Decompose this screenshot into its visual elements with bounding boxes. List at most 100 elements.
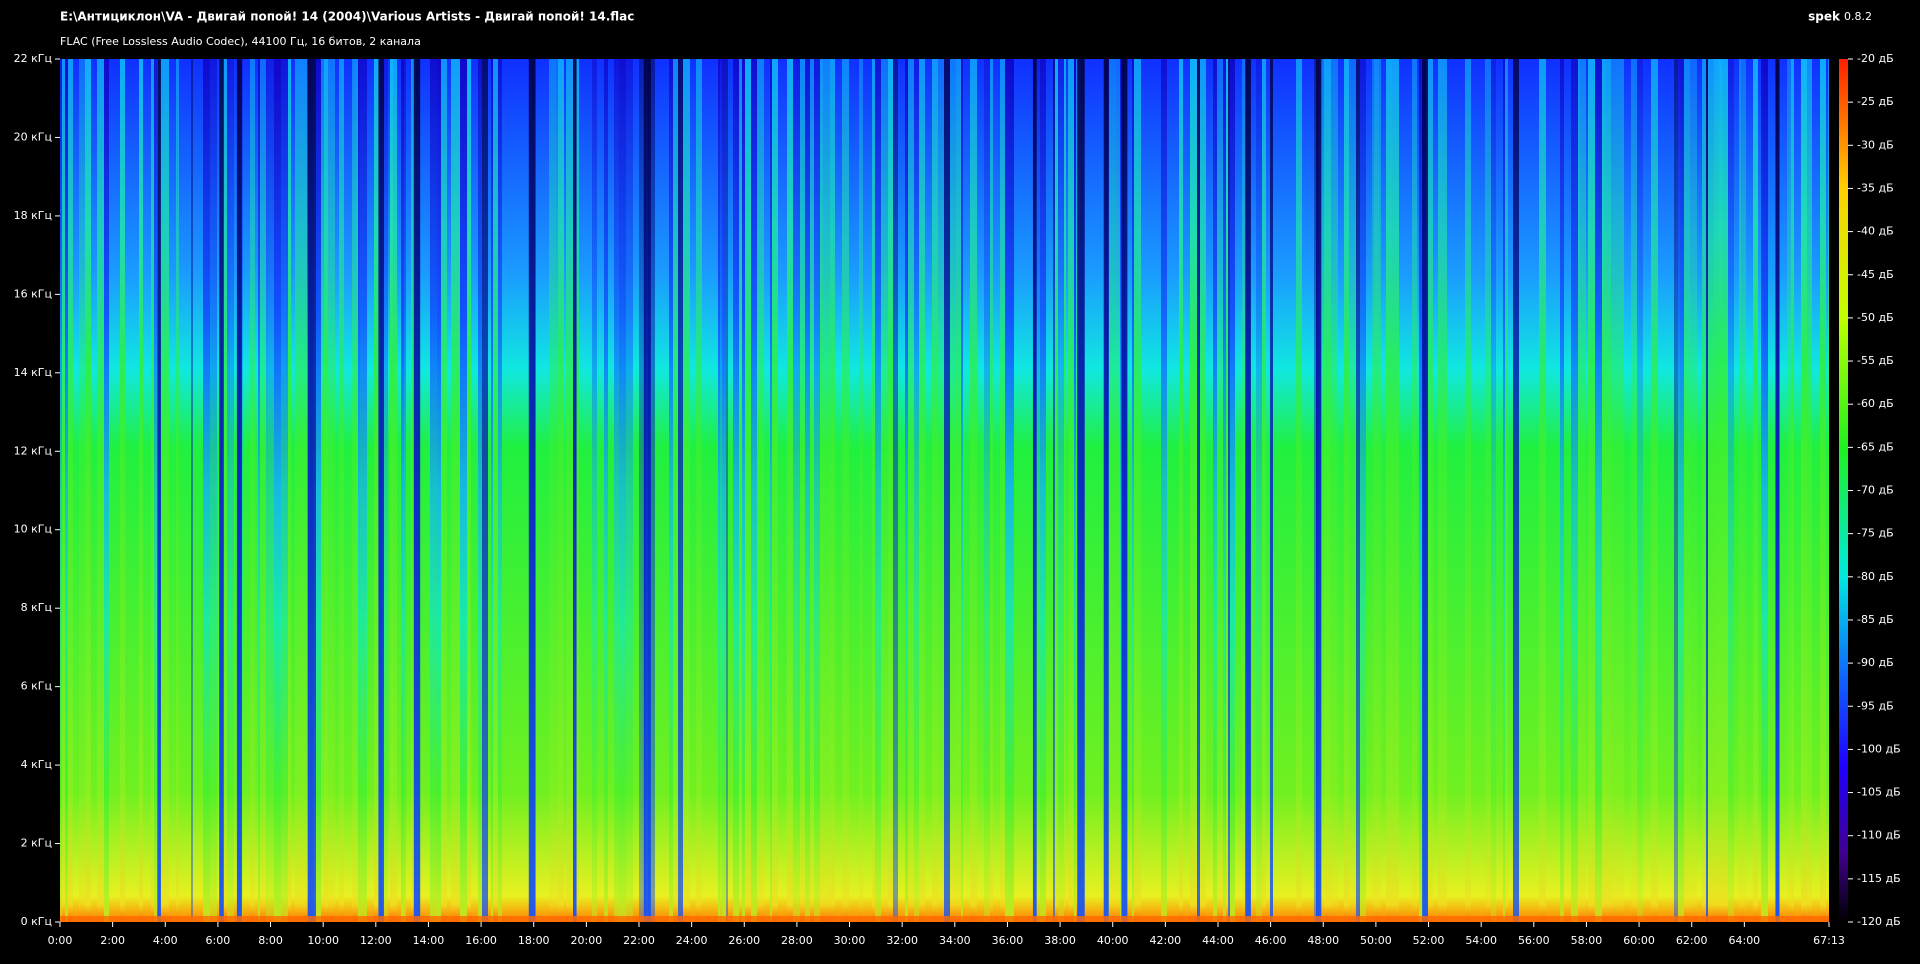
spectrogram-stripe [707, 59, 709, 922]
spectrogram-stripe [1503, 59, 1505, 922]
spectrogram-stripe [491, 59, 493, 922]
spectrogram-stripe [1521, 59, 1526, 922]
file-info: FLAC (Free Lossless Audio Codec), 44100 … [60, 35, 421, 48]
spectrogram-stripe [961, 59, 963, 922]
spectrogram-stripe [125, 59, 127, 922]
level-label: -115 дБ [1857, 872, 1901, 885]
spectrogram-stripe [383, 59, 388, 922]
spectrogram-stripe [728, 59, 733, 922]
frequency-label: 18 кГц [14, 209, 52, 222]
spectrogram-stripe [542, 59, 549, 922]
spectrogram-stripe [1455, 59, 1462, 922]
spectrogram-stripe [62, 59, 65, 922]
spectrogram-stripe [1406, 59, 1410, 922]
spectrogram-stripe [1374, 59, 1379, 922]
spectrogram-stripe [1734, 59, 1739, 922]
spectrogram-stripe [1109, 59, 1116, 922]
spectrogram-low-band [60, 916, 1829, 922]
spectrogram-stripe [1820, 59, 1826, 922]
spectrogram-stripe [639, 59, 646, 922]
spectrogram-stripe [408, 59, 411, 922]
spectrogram-stripe [1055, 59, 1058, 922]
spectrogram-stripe [823, 59, 830, 922]
spectrogram-stripe [722, 59, 726, 922]
spectrogram-gap [219, 59, 224, 922]
spectrogram-stripe [990, 59, 993, 922]
time-label: 24:00 [676, 934, 708, 947]
spectrogram-gap [1315, 59, 1322, 922]
spectrogram-stripe [1141, 59, 1148, 922]
spectrogram-stripe [1812, 59, 1816, 922]
spectrogram-stripe [203, 59, 210, 922]
frequency-label: 10 кГц [14, 523, 52, 536]
spectrogram-stripe [182, 59, 189, 922]
spectrogram-stripe [302, 59, 307, 922]
time-label: 34:00 [939, 934, 971, 947]
spectrogram-stripe [1349, 59, 1356, 922]
spectrogram-stripe [73, 59, 79, 922]
spectrogram-stripe [875, 59, 881, 922]
spectrogram-stripe [478, 59, 482, 922]
spectrogram-stripe [608, 59, 614, 922]
spectrogram-stripe [1658, 59, 1660, 922]
spectrogram-stripe [1101, 59, 1106, 922]
spectrogram-stripe [406, 59, 408, 922]
spectrogram-stripe [1794, 59, 1801, 922]
spectrogram-stripe [482, 59, 488, 922]
spectrogram-stripe [411, 59, 416, 922]
spectrogram-stripe [870, 59, 872, 922]
spectrogram-stripe [736, 59, 739, 922]
spectrogram-stripe [830, 59, 835, 922]
spectrogram-gap [1077, 59, 1085, 922]
spectrogram-stripe [1580, 59, 1586, 922]
spectrogram-stripe [1392, 59, 1399, 922]
time-label: 4:00 [153, 934, 178, 947]
spectrogram-stripe [316, 59, 321, 922]
spectrogram-gap [1032, 59, 1037, 922]
time-label: 28:00 [781, 934, 813, 947]
spectrogram-stripe [65, 59, 68, 922]
spectrogram-stripe [1690, 59, 1697, 922]
spectrogram-stripe [1628, 59, 1631, 922]
spectrogram-stripe [1741, 59, 1746, 922]
spectrogram-stripe [1040, 59, 1046, 922]
spectrogram-stripe [513, 59, 518, 922]
spectrogram-stripe [1223, 59, 1226, 922]
file-path-title: E:\Антициклон\VA - Двигай попой! 14 (200… [60, 10, 634, 24]
spectrogram-stripe [663, 59, 667, 922]
spectrogram-stripe [1324, 59, 1331, 922]
time-label: 40:00 [1097, 934, 1129, 947]
time-label: 8:00 [258, 934, 283, 947]
spectrogram-stripe [295, 59, 302, 922]
level-colorbar [1839, 59, 1848, 922]
spectrogram-stripe [1066, 59, 1068, 922]
spectrogram-stripe [260, 59, 266, 922]
spectrogram-stripe [430, 59, 437, 922]
spectrogram-stripe [713, 59, 718, 922]
spectrogram-stripe [614, 59, 619, 922]
spectrogram-stripe [1751, 59, 1753, 922]
spectrogram-stripe [1116, 59, 1120, 922]
spectrogram-stripe [374, 59, 379, 922]
time-label: 20:00 [571, 934, 603, 947]
spectrogram-stripe [859, 59, 863, 922]
spectrogram-stripe [950, 59, 956, 922]
spectrogram-stripe [221, 59, 227, 922]
spectrogram-stripe [460, 59, 467, 922]
spectrogram-stripe [805, 59, 810, 922]
spectrogram-stripe [1228, 59, 1230, 922]
time-label: 54:00 [1465, 934, 1497, 947]
frequency-label: 16 кГц [14, 287, 52, 300]
spectrogram-stripe [104, 59, 109, 922]
spectrogram-stripe [198, 59, 203, 922]
time-label: 10:00 [307, 934, 339, 947]
spectrogram-stripe [648, 59, 655, 922]
spectrogram-stripe [1462, 59, 1465, 922]
spectrogram-gap [528, 59, 536, 922]
spectrogram-stripe [85, 59, 91, 922]
level-label: -25 дБ [1857, 95, 1894, 108]
spectrogram-stripe [1826, 59, 1828, 922]
spectrogram-stripe [592, 59, 597, 922]
spectrogram-stripe [230, 59, 234, 922]
